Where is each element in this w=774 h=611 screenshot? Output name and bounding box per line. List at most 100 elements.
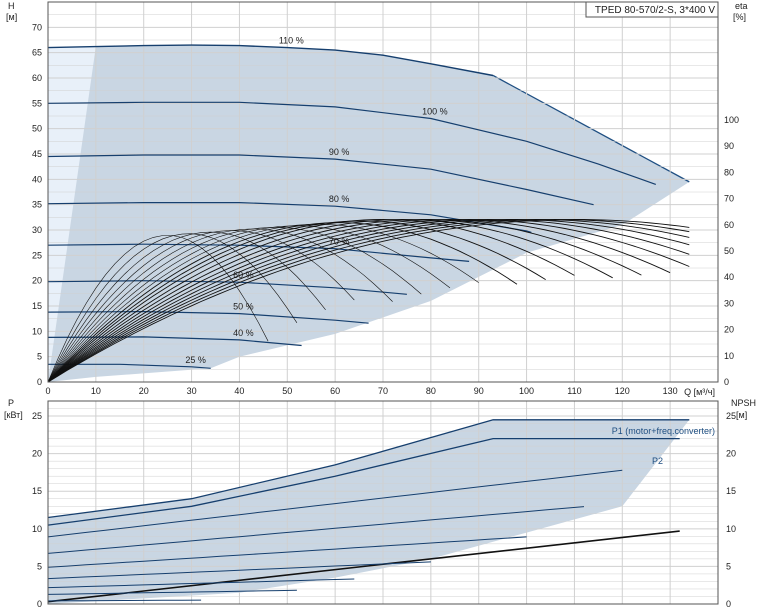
chart-title: TPED 80-570/2-S, 3*400 V — [595, 5, 715, 16]
eta-tick-label: 20 — [724, 325, 734, 335]
head-curve-50-pct — [47, 310, 369, 324]
head-tick-label: 20 — [32, 276, 42, 286]
speed-label-100: 100 % — [422, 107, 448, 117]
x-tick-label: 40 — [234, 386, 244, 396]
legend-p2: P2 — [652, 456, 663, 466]
p1-curve — [47, 419, 690, 519]
efficiency-curve — [47, 219, 690, 383]
eta-tick-label: 100 — [724, 115, 739, 125]
flow-axis-label: Q [м³/ч] — [684, 387, 715, 397]
eta-tick-label: 0 — [724, 377, 729, 387]
npsh-tick-label: 15 — [726, 486, 736, 496]
legend-p1: P1 (motor+freq.converter) — [612, 426, 715, 436]
efficiency-curve — [47, 219, 690, 383]
partial-speed-power-curve — [47, 506, 585, 554]
npsh-tick-label: 10 — [726, 524, 736, 534]
speed-label-25: 25 % — [185, 355, 206, 365]
head-chart-frame — [47, 1, 719, 383]
efficiency-curve — [47, 227, 422, 383]
speed-label-110: 110 % — [279, 36, 304, 46]
head-tick-label: 25 — [32, 250, 42, 260]
npsh-tick-label: 20 — [726, 449, 736, 459]
head-curve-80-pct — [47, 202, 532, 234]
eta-tick-label: 90 — [724, 141, 734, 151]
eta-tick-label: 50 — [724, 246, 734, 256]
head-chart-axes: 0 10 20 30 40 50 60 70 80 90 100 110 120 130051015202… — [32, 22, 739, 396]
efficiency-curve — [47, 220, 546, 383]
efficiency-curve — [47, 219, 642, 383]
head-tick-label: 70 — [32, 22, 42, 32]
head-tick-label: 40 — [32, 174, 42, 184]
power-chart-frame — [47, 400, 719, 605]
power-tick-label: 25 — [32, 411, 42, 421]
partial-speed-power-curve — [47, 599, 202, 602]
power-tick-label: 15 — [32, 486, 42, 496]
head-curve-110-pct — [47, 44, 494, 77]
x-tick-label: 50 — [282, 386, 292, 396]
eta-tick-label: 30 — [724, 298, 734, 308]
x-tick-label: 70 — [378, 386, 388, 396]
efficiency-curve — [47, 219, 575, 383]
low-flow-zone — [48, 46, 96, 382]
head-tick-label: 15 — [32, 301, 42, 311]
efficiency-curve — [47, 225, 451, 383]
power-tick-label: 20 — [32, 449, 42, 459]
eta-tick-label: 80 — [724, 167, 734, 177]
efficiency-curve — [47, 223, 479, 383]
speed-label-90: 90 % — [329, 147, 350, 157]
power-axis-unit: [кВт] — [4, 410, 23, 420]
speed-label-40: 40 % — [233, 328, 254, 338]
npsh-tick-label: 25 — [726, 411, 736, 421]
partial-speed-power-curve — [47, 578, 355, 589]
power-axis-label: P — [8, 398, 14, 408]
head-axis-label: H — [8, 1, 15, 11]
p2-curve — [47, 437, 680, 526]
power-tick-label: 10 — [32, 524, 42, 534]
partial-speed-power-curve — [47, 469, 623, 538]
eta-axis-label: eta — [735, 1, 748, 11]
x-tick-label: 130 — [663, 386, 678, 396]
head-tick-label: 10 — [32, 326, 42, 336]
eta-tick-label: 60 — [724, 220, 734, 230]
head-range-fill — [48, 45, 690, 382]
head-chart-grid — [48, 2, 718, 382]
head-curve-70-pct — [47, 243, 470, 262]
title-box — [585, 1, 719, 18]
npsh-axis-label: NPSH — [731, 398, 756, 408]
partial-speed-power-curve — [47, 589, 297, 595]
partial-speed-power-curve — [47, 536, 527, 568]
head-axis-unit: [м] — [6, 12, 17, 22]
head-tick-label: 55 — [32, 98, 42, 108]
head-curve-25-pct — [48, 363, 211, 369]
power-range-fill — [48, 419, 690, 604]
x-tick-label: 110 — [567, 386, 581, 396]
head-tick-label: 65 — [32, 48, 42, 58]
eta-tick-label: 70 — [724, 194, 734, 204]
x-tick-label: 80 — [426, 386, 436, 396]
eta-axis-unit: [%] — [733, 12, 746, 22]
head-tick-label: 45 — [32, 149, 42, 159]
x-tick-label: 20 — [139, 386, 149, 396]
npsh-axis-unit: [м] — [736, 410, 747, 420]
x-tick-label: 90 — [474, 386, 484, 396]
speed-label-60: 60 % — [233, 270, 254, 280]
efficiency-curve — [47, 219, 690, 383]
efficiency-curve — [47, 219, 690, 383]
efficiency-curve — [47, 233, 298, 383]
efficiency-curve — [47, 219, 671, 383]
partial-speed-power-curve — [47, 561, 431, 580]
npsh-tick-label: 5 — [726, 561, 731, 571]
head-tick-label: 30 — [32, 225, 42, 235]
power-curves — [47, 419, 690, 603]
head-tick-label: 5 — [37, 352, 42, 362]
eta-tick-label: 10 — [724, 351, 734, 361]
power-tick-label: 5 — [37, 561, 42, 571]
power-range-area — [48, 419, 690, 604]
x-tick-label: 30 — [187, 386, 197, 396]
head-tick-label: 35 — [32, 200, 42, 210]
power-chart-axes: 0 5 10 15 20 25 0 5 10 15 20 25 — [32, 411, 736, 609]
x-tick-label: 60 — [330, 386, 340, 396]
speed-label-50: 50 % — [233, 302, 254, 312]
x-tick-label: 100 — [519, 386, 534, 396]
